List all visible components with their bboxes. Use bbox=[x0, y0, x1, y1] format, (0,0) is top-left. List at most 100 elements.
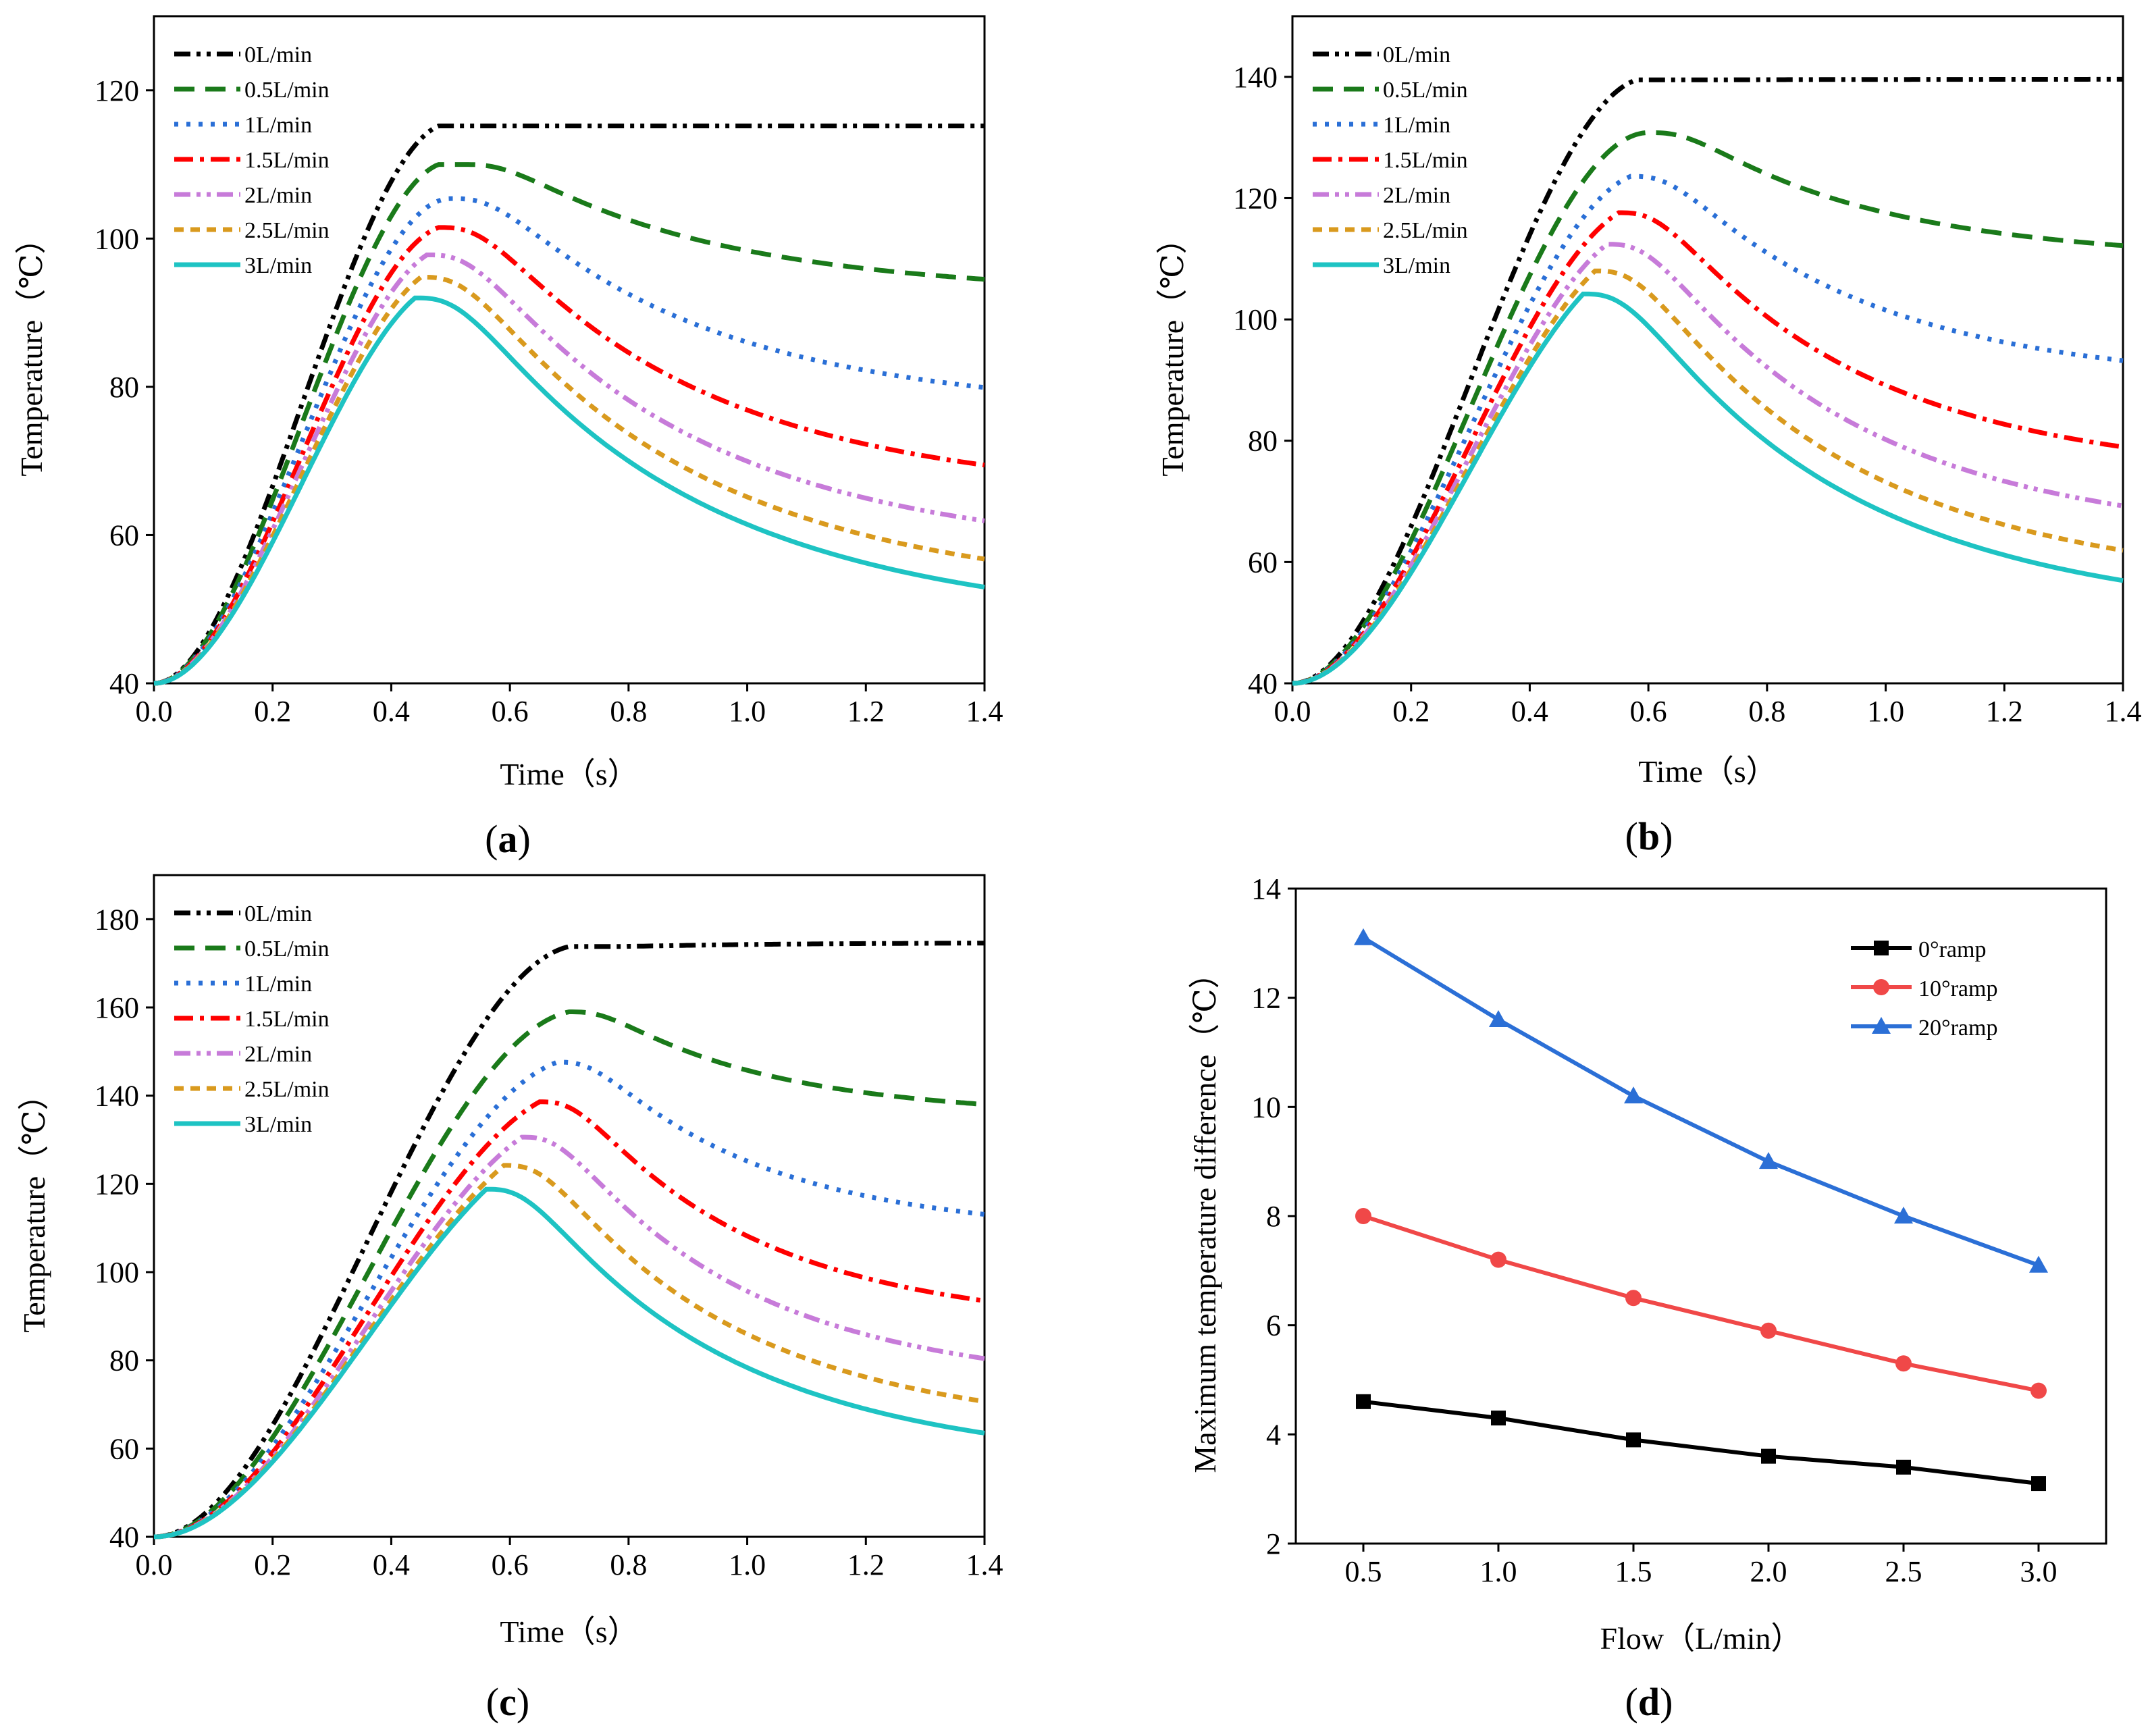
curve-25lmin bbox=[153, 274, 985, 686]
legend-label: 2.5L/min bbox=[244, 1077, 330, 1102]
x-tick-label: 0.4 bbox=[373, 695, 410, 728]
panel-letter-a: a bbox=[498, 817, 518, 861]
x-tick-label: 1.4 bbox=[966, 695, 1003, 728]
y-tick-label: 40 bbox=[1248, 667, 1278, 700]
curves-b bbox=[1292, 76, 2124, 686]
data-point bbox=[1355, 1208, 1371, 1224]
legend-label: 1L/min bbox=[244, 113, 312, 138]
panel-label-d: (d) bbox=[1625, 1680, 1673, 1724]
x-tick-label: 1.0 bbox=[1867, 695, 1904, 728]
data-point bbox=[1624, 1086, 1643, 1104]
x-tick-label: 0.0 bbox=[1274, 695, 1311, 728]
data-point bbox=[1354, 928, 1373, 945]
x-tick-label: 1.5 bbox=[1615, 1555, 1652, 1588]
axis-ticks-c: 0.0 0.2 0.4 0.6 0.8 1.0 1.2 1.4 40 60 80 100 120 140 1… bbox=[95, 903, 1003, 1581]
curve-25lmin bbox=[153, 1163, 985, 1540]
legend-label: 3L/min bbox=[244, 253, 312, 278]
data-point bbox=[1489, 1010, 1508, 1027]
legend-label: 0.5L/min bbox=[1383, 78, 1468, 103]
x-tick-label: 0.4 bbox=[373, 1548, 410, 1581]
x-axis-label-a: Time（s） bbox=[500, 757, 638, 791]
legend-label: 1.5L/min bbox=[244, 1007, 330, 1032]
panel-letter-b: b bbox=[1638, 814, 1660, 858]
y-tick-label: 100 bbox=[95, 222, 139, 255]
panel-label-b: (b) bbox=[1625, 814, 1673, 858]
x-tick-label: 1.4 bbox=[2105, 695, 2142, 728]
legend-label: 0L/min bbox=[1383, 43, 1450, 68]
curve-3lmin bbox=[1292, 291, 2124, 686]
curves-d bbox=[1354, 928, 2048, 1492]
y-tick-label: 140 bbox=[1233, 61, 1278, 94]
legend-label: 1.5L/min bbox=[244, 148, 330, 173]
y-tick-label: 80 bbox=[1248, 425, 1278, 458]
data-point bbox=[1759, 1152, 1778, 1169]
curve-3lmin bbox=[153, 295, 985, 686]
x-axis-label-c: Time（s） bbox=[500, 1614, 638, 1649]
x-tick-label: 3.0 bbox=[2020, 1555, 2057, 1588]
x-tick-label: 1.2 bbox=[1986, 695, 2023, 728]
panel-d: 0.5 1.0 1.5 2.0 2.5 3.0 2 4 6 8 10 12 14 0°ramp 10°ra… bbox=[1188, 872, 2107, 1724]
y-tick-label: 60 bbox=[109, 1432, 139, 1465]
curve-15lmin bbox=[153, 1099, 985, 1540]
legend-label: 2.5L/min bbox=[1383, 218, 1468, 243]
curve-05lmin bbox=[1292, 130, 2124, 686]
x-tick-label: 0.4 bbox=[1511, 695, 1548, 728]
plot-frame-c bbox=[153, 874, 986, 1538]
data-point bbox=[1625, 1290, 1642, 1307]
curves-a bbox=[153, 124, 985, 686]
plot-frame-b bbox=[1291, 15, 2124, 685]
legend-label: 2L/min bbox=[1383, 183, 1450, 208]
x-tick-label: 1.0 bbox=[729, 695, 766, 728]
y-tick-label: 120 bbox=[95, 74, 139, 107]
y-tick-label: 2 bbox=[1266, 1527, 1281, 1560]
legend-a: 0L/min 0.5L/min 1L/min 1.5L/min 2L/min 2.5L/m… bbox=[174, 43, 330, 278]
legend-label: 10°ramp bbox=[1918, 976, 1997, 1001]
y-tick-label: 180 bbox=[95, 903, 139, 936]
y-tick-label: 8 bbox=[1266, 1200, 1281, 1233]
legend-label: 0L/min bbox=[244, 901, 312, 926]
y-axis-label-b: Temperature（℃） bbox=[1155, 223, 1190, 476]
x-tick-label: 0.2 bbox=[1392, 695, 1430, 728]
y-tick-label: 40 bbox=[109, 667, 139, 700]
legend-c: 0L/min 0.5L/min 1L/min 1.5L/min 2L/min 2.5L/m… bbox=[174, 901, 330, 1137]
x-axis-label-d: Flow（L/min） bbox=[1600, 1621, 1802, 1656]
panel-a: 0.0 0.2 0.4 0.6 0.8 1.0 1.2 1.4 40 60 80 100 120 0L/… bbox=[14, 15, 1003, 861]
data-point bbox=[1490, 1251, 1506, 1268]
data-point bbox=[1761, 1448, 1776, 1464]
x-tick-label: 1.0 bbox=[1480, 1555, 1517, 1588]
legend-label: 20°ramp bbox=[1918, 1016, 1997, 1041]
panel-label-c: (c) bbox=[486, 1680, 529, 1724]
legend-label: 0.5L/min bbox=[244, 78, 330, 103]
legend-label: 0.5L/min bbox=[244, 937, 330, 962]
legend-label: 0L/min bbox=[244, 43, 312, 68]
x-tick-label: 0.0 bbox=[136, 695, 173, 728]
y-tick-label: 80 bbox=[109, 371, 139, 404]
legend-marker bbox=[1872, 1017, 1891, 1034]
legend-b: 0L/min 0.5L/min 1L/min 1.5L/min 2L/min 2.5L/m… bbox=[1313, 43, 1468, 278]
y-tick-label: 4 bbox=[1266, 1418, 1281, 1451]
data-point bbox=[1895, 1355, 1912, 1372]
plot-frame-a bbox=[153, 15, 986, 685]
curve-25lmin bbox=[1292, 268, 2124, 686]
x-tick-label: 0.8 bbox=[610, 1548, 647, 1581]
legend-label: 1L/min bbox=[1383, 113, 1450, 138]
data-point bbox=[1894, 1207, 1913, 1224]
x-tick-label: 1.0 bbox=[729, 1548, 766, 1581]
x-tick-label: 0.6 bbox=[1630, 695, 1667, 728]
panel-c: 0.0 0.2 0.4 0.6 0.8 1.0 1.2 1.4 40 60 80 100 120 140 1… bbox=[17, 874, 1003, 1724]
y-tick-label: 60 bbox=[1248, 546, 1278, 579]
curve-1lmin bbox=[1292, 174, 2124, 686]
legend-d: 0°ramp 10°ramp 20°ramp bbox=[1851, 937, 1997, 1041]
data-point bbox=[2030, 1382, 2047, 1399]
legend-label: 2L/min bbox=[244, 183, 312, 208]
y-tick-label: 140 bbox=[95, 1080, 139, 1113]
x-tick-label: 0.5 bbox=[1345, 1555, 1382, 1588]
panel-b: 0.0 0.2 0.4 0.6 0.8 1.0 1.2 1.4406080100120140 … bbox=[1155, 15, 2142, 858]
curves-c bbox=[153, 941, 985, 1540]
curve-15lmin bbox=[153, 225, 985, 686]
x-tick-label: 1.2 bbox=[847, 695, 885, 728]
x-tick-label: 1.4 bbox=[966, 1548, 1003, 1581]
data-point bbox=[1896, 1459, 1911, 1475]
panel-label-a: (a) bbox=[485, 817, 531, 861]
